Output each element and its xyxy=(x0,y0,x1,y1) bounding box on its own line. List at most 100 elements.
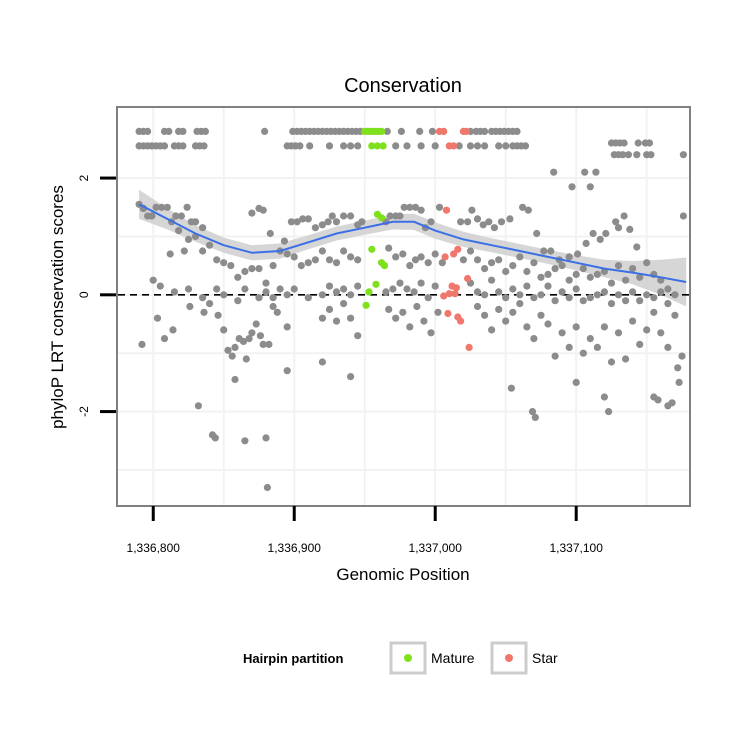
point xyxy=(149,276,157,284)
point xyxy=(558,288,566,296)
point xyxy=(200,142,208,150)
point xyxy=(678,352,686,360)
point xyxy=(227,262,235,270)
point xyxy=(593,291,602,299)
point-mature xyxy=(373,142,381,150)
point xyxy=(427,218,435,226)
point xyxy=(248,265,256,273)
point xyxy=(558,329,566,337)
point xyxy=(602,229,610,238)
point xyxy=(479,221,487,229)
point xyxy=(502,294,510,302)
point xyxy=(488,326,496,334)
point xyxy=(674,364,682,372)
point xyxy=(589,229,597,238)
point xyxy=(464,218,472,226)
point xyxy=(533,229,541,238)
x-tick-label: 1,336,900 xyxy=(268,541,322,555)
point xyxy=(643,326,651,334)
point xyxy=(175,227,183,235)
point xyxy=(619,151,627,159)
point xyxy=(586,294,594,302)
y-tick-label: 2 xyxy=(77,174,91,181)
point xyxy=(629,265,637,273)
y-tick-label: -2 xyxy=(77,406,91,417)
point xyxy=(306,142,314,150)
point xyxy=(629,317,637,325)
point xyxy=(523,267,531,276)
point xyxy=(259,206,267,214)
point xyxy=(629,288,637,296)
point xyxy=(420,317,428,325)
point xyxy=(524,206,532,214)
point-star xyxy=(452,284,460,292)
point xyxy=(413,302,421,311)
point xyxy=(172,212,180,220)
point xyxy=(572,285,580,293)
point xyxy=(358,218,366,226)
point xyxy=(650,308,658,316)
point xyxy=(481,311,489,319)
point xyxy=(383,127,391,135)
point xyxy=(213,256,221,264)
point xyxy=(586,273,594,281)
point xyxy=(593,343,602,351)
point xyxy=(643,259,651,267)
legend-label-star: Star xyxy=(532,650,558,666)
point xyxy=(417,253,425,261)
x-tick-label: 1,337,100 xyxy=(550,541,604,555)
point xyxy=(248,209,256,217)
point xyxy=(516,253,524,261)
point xyxy=(276,285,284,293)
point xyxy=(596,235,604,243)
point xyxy=(521,142,530,150)
point-star xyxy=(441,253,449,261)
point xyxy=(220,326,228,334)
point xyxy=(516,300,524,308)
point xyxy=(410,288,418,296)
point xyxy=(481,142,489,150)
point xyxy=(347,314,355,322)
point xyxy=(170,288,178,296)
point xyxy=(231,375,239,384)
point xyxy=(622,297,630,305)
point xyxy=(544,270,552,278)
point xyxy=(636,297,644,305)
x-axis-title: Genomic Position xyxy=(336,565,469,584)
point-mature xyxy=(378,214,386,222)
point xyxy=(485,218,493,226)
point xyxy=(626,225,634,233)
point xyxy=(332,317,341,325)
point xyxy=(579,349,587,357)
point xyxy=(347,373,355,381)
point xyxy=(614,291,623,299)
x-tick-label: 1,336,800 xyxy=(127,541,181,555)
point xyxy=(565,253,573,261)
point xyxy=(574,250,582,258)
point xyxy=(163,203,171,211)
point xyxy=(332,218,341,226)
point xyxy=(579,297,587,305)
chart-title: Conservation xyxy=(344,75,462,97)
point xyxy=(318,358,326,366)
smooth-line xyxy=(138,203,687,283)
point xyxy=(239,337,248,346)
point xyxy=(495,288,503,296)
point xyxy=(183,203,191,211)
point xyxy=(165,127,173,135)
point xyxy=(645,139,654,147)
point xyxy=(424,259,432,267)
point xyxy=(385,244,393,252)
point xyxy=(256,332,264,340)
point xyxy=(324,218,332,226)
point xyxy=(263,483,271,492)
point xyxy=(325,142,334,150)
point xyxy=(184,235,193,243)
point xyxy=(431,282,439,290)
point xyxy=(636,340,644,348)
point xyxy=(382,288,390,296)
point xyxy=(633,243,641,251)
point xyxy=(220,259,228,267)
point xyxy=(417,279,425,287)
point xyxy=(612,218,620,226)
